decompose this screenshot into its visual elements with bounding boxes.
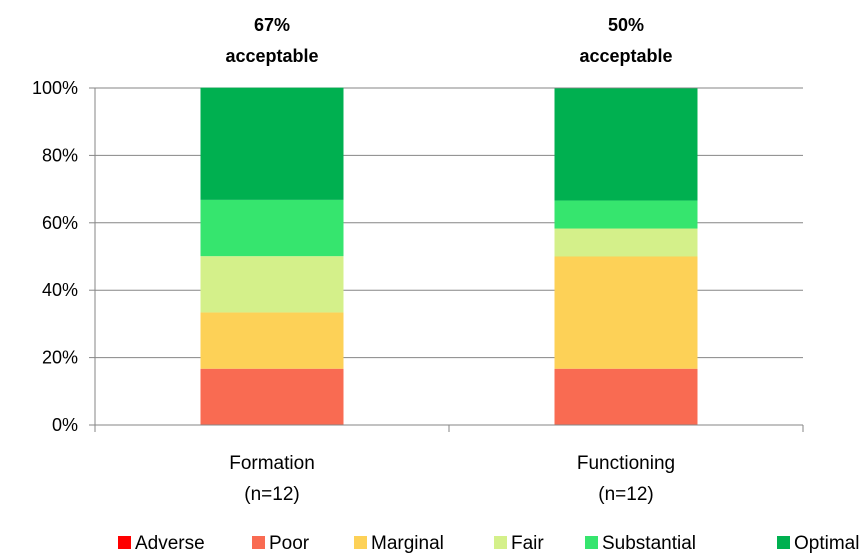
bar-segment-substantial [200, 199, 344, 257]
legend-swatch-substantial [585, 536, 598, 549]
acceptable-annotation: 67% [254, 15, 290, 35]
x-category-label: (n=12) [244, 484, 299, 505]
bar-segment-marginal [554, 256, 698, 369]
legend-label-fair: Fair [511, 533, 544, 554]
y-tick-label: 100% [32, 78, 78, 98]
legend-label-marginal: Marginal [371, 533, 444, 554]
legend: Adverse Poor Marginal Fair Substantial Optima… [118, 533, 859, 554]
bar-segment-fair [200, 256, 344, 313]
legend-label-adverse: Adverse [135, 533, 205, 554]
legend-swatch-adverse [118, 536, 131, 549]
acceptable-annotation: 50% [608, 15, 644, 35]
bar-segment-optimal [200, 87, 344, 200]
bar-segment-fair [554, 228, 698, 257]
legend-swatch-optimal [777, 536, 790, 549]
legend-swatch-marginal [354, 536, 367, 549]
axes [94, 88, 804, 432]
acceptable-annotation: acceptable [225, 46, 318, 66]
bar-segment-marginal [200, 312, 344, 369]
bar-segment-optimal [554, 88, 698, 201]
legend-swatch-fair [494, 536, 507, 549]
bar-segment-poor [554, 368, 698, 425]
y-tick-label: 60% [42, 213, 78, 233]
legend-label-poor: Poor [269, 533, 310, 554]
legend-swatch-poor [252, 536, 265, 549]
x-category-label: (n=12) [598, 484, 653, 505]
y-axis-ticks: 0% 20% 40% 60% 80% 100% [32, 78, 95, 435]
bars [200, 87, 698, 425]
x-category-label: Functioning [577, 453, 675, 474]
bar-annotations: 67% acceptable 50% acceptable [225, 15, 672, 66]
acceptable-annotation: acceptable [579, 46, 672, 66]
legend-label-optimal: Optimal [794, 533, 859, 554]
y-tick-label: 20% [42, 348, 78, 368]
y-tick-label: 0% [52, 415, 78, 435]
bar-segment-substantial [554, 200, 698, 229]
y-tick-label: 40% [42, 280, 78, 300]
x-axis-labels: Formation (n=12) Functioning (n=12) [229, 453, 675, 505]
legend-label-substantial: Substantial [602, 533, 696, 554]
x-category-label: Formation [229, 453, 315, 474]
y-tick-label: 80% [42, 145, 78, 165]
bar-segment-poor [200, 368, 344, 425]
